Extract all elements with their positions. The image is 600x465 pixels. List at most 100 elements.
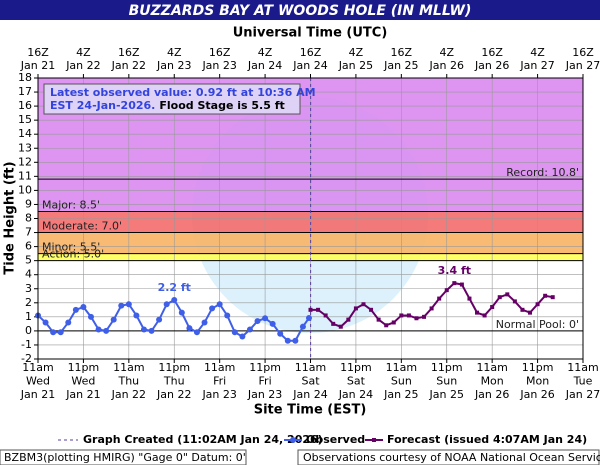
top-x-tick-label: Jan 25 (383, 59, 418, 72)
legend-label: Graph Created (11:02AM Jan 24, 2026) (83, 433, 323, 446)
top-x-tick-label: 16Z (391, 46, 413, 59)
note-part: EST 24-Jan-2026. (50, 99, 155, 112)
forecast-point (444, 288, 449, 293)
forecast-point (316, 307, 321, 312)
y-tick-label: 1 (25, 310, 32, 323)
observed-point (87, 313, 94, 320)
observed-point (65, 319, 72, 326)
observed-point (118, 302, 125, 309)
observed-point (193, 329, 200, 336)
top-x-tick-label: 4Z (439, 46, 454, 59)
y-tick-label: 7 (25, 226, 32, 239)
x-tick-label: Thu (117, 375, 139, 388)
note-part: Flood Stage is 5.5 ft (159, 99, 284, 112)
observed-point (216, 301, 223, 308)
top-x-tick-label: Jan 26 (429, 59, 464, 72)
x-tick-label: 11am (113, 361, 144, 374)
y-tick-label: 4 (25, 268, 32, 281)
observed-point (57, 329, 64, 336)
observed-point (305, 314, 312, 321)
forecast-point (353, 306, 358, 311)
chart-title: BUZZARDS BAY AT WOODS HOLE (IN MLLW) (129, 3, 472, 19)
x-tick-label: Jan 26 (474, 388, 509, 401)
top-x-tick-label: Jan 26 (474, 59, 509, 72)
forecast-point (497, 295, 502, 300)
y-axis-title: Tide Height (ft) (3, 161, 18, 274)
x-tick-label: 11pm (340, 361, 372, 374)
top-x-tick-label: 16Z (118, 46, 140, 59)
forecast-point (505, 292, 510, 297)
x-tick-label: Thu (163, 375, 185, 388)
x-tick-label: Wed (26, 375, 50, 388)
forecast-point (361, 302, 366, 307)
x-tick-label: 11pm (249, 361, 281, 374)
observed-point (224, 312, 231, 319)
note-box (43, 83, 301, 115)
note-text: EST 24-Jan-2026. Flood Stage is 5.5 ft (50, 99, 285, 112)
legend-label: Observed (306, 433, 365, 446)
x-tick-label: Tue (573, 375, 593, 388)
y-tick-label: 15 (18, 113, 32, 126)
threshold-label: Action: 5.0' (42, 248, 104, 261)
top-x-tick-label: Jan 22 (111, 59, 146, 72)
x-tick-label: Jan 25 (429, 388, 464, 401)
y-tick-label: 17 (18, 85, 32, 98)
footer-box (0, 449, 247, 465)
forecast-point (346, 317, 351, 322)
forecast-point (528, 310, 533, 315)
observed-point (72, 306, 79, 313)
x-tick-label: 11am (204, 361, 235, 374)
x-tick-label: Jan 27 (565, 388, 600, 401)
x-tick-label: Jan 21 (20, 388, 55, 401)
x-tick-label: 11pm (68, 361, 100, 374)
x-axis-title: Site Time (EST) (254, 403, 367, 418)
observed-point (171, 296, 178, 303)
threshold-label: Moderate: 7.0' (42, 220, 122, 233)
threshold-label: Record: 10.8' (506, 166, 579, 179)
observed-point (269, 320, 276, 327)
y-tick-label: 5 (25, 254, 32, 267)
x-tick-label: Sat (301, 375, 320, 388)
observed-point (156, 316, 163, 323)
peak-label: 3.4 ft (438, 264, 471, 277)
observed-point (140, 326, 147, 333)
top-x-tick-label: 4Z (530, 46, 545, 59)
threshold-label: Minor: 5.5' (42, 241, 100, 254)
observed-point (254, 318, 261, 325)
x-tick-label: Jan 26 (519, 388, 554, 401)
footer-left: BZBM3(plotting HMIRG) "Gage 0" Datum: 0' (4, 451, 246, 464)
title-bar (0, 0, 600, 20)
x-tick-label: Sun (436, 375, 457, 388)
x-tick-label: 11pm (158, 361, 190, 374)
forecast-point (543, 293, 548, 298)
note-text: Latest observed value: 0.92 ft at 10:36 … (50, 86, 316, 99)
top-x-tick-label: 16Z (481, 46, 503, 59)
observed-point (239, 333, 246, 340)
x-tick-label: 11pm (431, 361, 463, 374)
threshold-label: Normal Pool: 0' (496, 318, 579, 331)
forecast-point (369, 307, 374, 312)
forecast-point (414, 316, 419, 321)
forecast-point (338, 324, 343, 329)
top-x-tick-label: 4Z (167, 46, 182, 59)
legend-marker (372, 438, 376, 442)
top-x-tick-label: 16Z (209, 46, 231, 59)
forecast-point (482, 313, 487, 318)
top-x-tick-label: Jan 24 (292, 59, 327, 72)
x-tick-label: 11am (476, 361, 507, 374)
y-tick-label: 3 (25, 282, 32, 295)
legend-marker (290, 437, 296, 443)
x-tick-label: Jan 23 (247, 388, 282, 401)
top-x-tick-label: 16Z (300, 46, 322, 59)
threshold-label: Major: 8.5' (42, 198, 100, 211)
forecast-point (399, 313, 404, 318)
x-tick-label: 11am (567, 361, 598, 374)
plot-frame (37, 77, 584, 360)
y-tick-label: -2 (21, 352, 32, 365)
x-tick-label: 11am (295, 361, 326, 374)
forecast-point (422, 314, 427, 319)
y-tick-label: 11 (18, 169, 32, 182)
x-tick-label: Fri (213, 375, 226, 388)
y-tick-label: 16 (18, 99, 32, 112)
top-x-tick-label: 16Z (27, 46, 49, 59)
